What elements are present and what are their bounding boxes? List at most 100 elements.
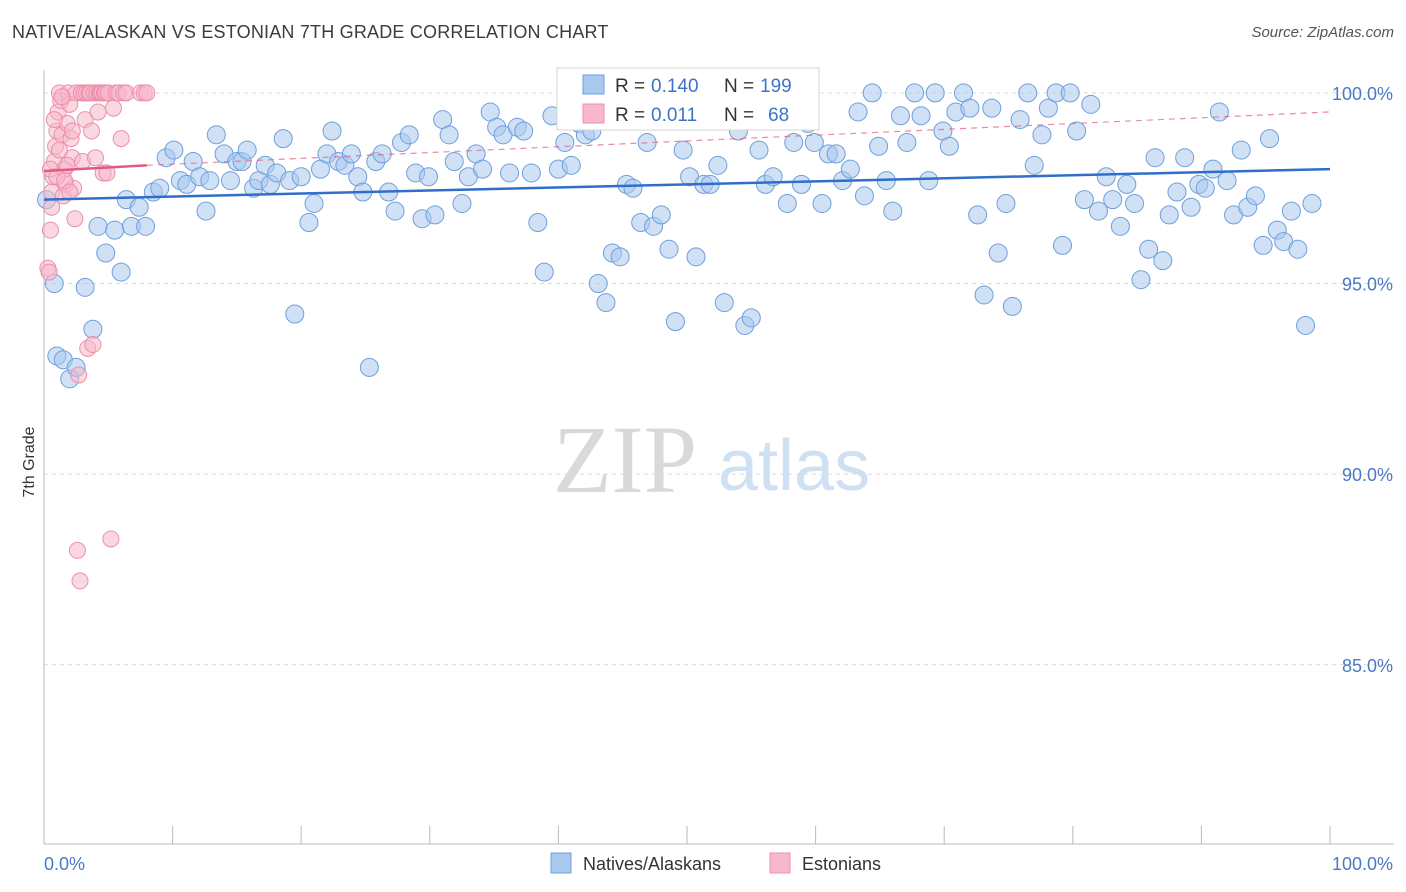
- point-estonians: [70, 366, 88, 384]
- point-natives: [1038, 98, 1058, 118]
- point-natives: [784, 132, 804, 152]
- point-natives: [220, 171, 240, 191]
- point-natives: [521, 163, 541, 183]
- chart-title: NATIVE/ALASKAN VS ESTONIAN 7TH GRADE COR…: [12, 22, 609, 42]
- point-natives: [982, 98, 1002, 118]
- point-natives: [136, 216, 156, 236]
- point-natives: [1067, 121, 1087, 141]
- point-estonians: [104, 99, 122, 117]
- point-natives: [444, 152, 464, 172]
- y-tick-label: 90.0%: [1342, 465, 1393, 485]
- point-natives: [1032, 125, 1052, 145]
- legend: Natives/Alaskans Estonians: [550, 852, 881, 874]
- y-tick-label: 85.0%: [1342, 656, 1393, 676]
- point-estonians: [41, 221, 59, 239]
- point-natives: [673, 140, 693, 160]
- point-natives: [996, 193, 1016, 213]
- point-estonians: [45, 111, 63, 129]
- point-natives: [974, 285, 994, 305]
- point-natives: [812, 193, 832, 213]
- point-natives: [105, 220, 125, 240]
- point-natives: [1288, 239, 1308, 259]
- y-tick-labels: 100.0% 95.0% 90.0% 85.0%: [1332, 84, 1393, 676]
- point-natives: [1010, 110, 1030, 130]
- point-estonians: [83, 122, 101, 140]
- point-natives: [659, 239, 679, 259]
- point-natives: [777, 193, 797, 213]
- point-estonians: [71, 572, 89, 590]
- point-natives: [1131, 270, 1151, 290]
- point-natives: [1053, 235, 1073, 255]
- stats-swatch-pink: [582, 103, 605, 124]
- point-natives: [322, 121, 342, 141]
- point-natives: [150, 178, 170, 198]
- point-natives: [385, 201, 405, 221]
- point-natives: [925, 83, 945, 103]
- point-natives: [111, 262, 131, 282]
- stats-n-value-2: 68: [768, 105, 789, 126]
- point-natives: [273, 129, 293, 149]
- point-natives: [1195, 178, 1215, 198]
- point-natives: [890, 106, 910, 126]
- point-natives: [1231, 140, 1251, 160]
- watermark-atlas: atlas: [718, 426, 870, 506]
- stats-n-label-1: N =: [724, 76, 754, 97]
- point-natives: [399, 125, 419, 145]
- stats-n-label-2: N =: [724, 105, 754, 126]
- point-natives: [869, 136, 889, 156]
- point-natives: [1117, 174, 1137, 194]
- point-natives: [83, 319, 103, 339]
- trend-line-estonians: [43, 164, 147, 173]
- point-natives: [534, 262, 554, 282]
- point-natives: [372, 144, 392, 164]
- point-natives: [1181, 197, 1201, 217]
- point-natives: [840, 159, 860, 179]
- stats-r-label-1: R =: [615, 76, 645, 97]
- point-estonians: [63, 122, 81, 140]
- point-natives: [164, 140, 184, 160]
- x-tick-label-min: 0.0%: [44, 854, 85, 874]
- point-natives: [919, 171, 939, 191]
- watermark: ZIP atlas: [553, 406, 870, 513]
- point-natives: [911, 106, 931, 126]
- point-natives: [561, 155, 581, 175]
- series-natives-points: [37, 83, 1322, 389]
- point-natives: [1175, 148, 1195, 168]
- point-natives: [1081, 94, 1101, 114]
- point-natives: [1096, 167, 1116, 187]
- point-natives: [854, 186, 874, 206]
- point-natives: [623, 178, 643, 198]
- stats-r-label-2: R =: [615, 105, 645, 126]
- point-natives: [341, 144, 361, 164]
- point-natives: [741, 308, 761, 328]
- point-natives: [1302, 193, 1322, 213]
- stats-n-value-1: 199: [760, 76, 792, 97]
- legend-label-natives: Natives/Alaskans: [583, 854, 721, 874]
- point-natives: [883, 201, 903, 221]
- point-natives: [1253, 235, 1273, 255]
- point-natives: [1024, 155, 1044, 175]
- source-credit: Source: ZipAtlas.com: [1251, 24, 1394, 41]
- point-natives: [206, 125, 226, 145]
- point-natives: [708, 155, 728, 175]
- point-natives: [1217, 171, 1237, 191]
- point-natives: [968, 205, 988, 225]
- point-natives: [1089, 201, 1109, 221]
- point-estonians: [40, 263, 58, 281]
- series-estonians-points: [39, 84, 156, 590]
- point-natives: [1018, 83, 1038, 103]
- point-estonians: [102, 530, 120, 548]
- point-natives: [588, 274, 608, 294]
- point-natives: [1245, 186, 1265, 206]
- watermark-zip: ZIP: [553, 406, 697, 513]
- point-natives: [939, 136, 959, 156]
- trend-layer: [43, 111, 1331, 201]
- point-natives: [1203, 159, 1223, 179]
- point-natives: [749, 140, 769, 160]
- point-natives: [500, 163, 520, 183]
- point-natives: [862, 83, 882, 103]
- y-tick-label: 95.0%: [1342, 275, 1393, 295]
- point-natives: [791, 174, 811, 194]
- legend-label-estonians: Estonians: [802, 854, 881, 874]
- point-natives: [686, 247, 706, 267]
